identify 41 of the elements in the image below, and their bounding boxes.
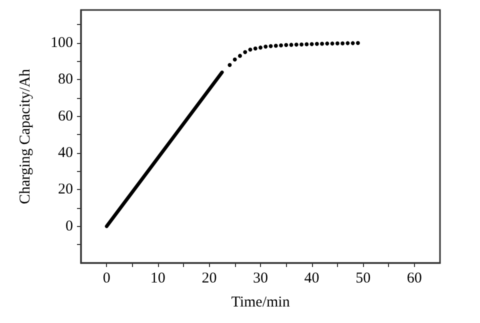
x-tick-label: 50 (356, 270, 371, 286)
point (274, 44, 278, 48)
point (258, 46, 262, 50)
point (320, 42, 324, 46)
x-tick-label: 40 (304, 270, 320, 286)
point (232, 58, 237, 62)
point (279, 43, 284, 48)
point (289, 42, 294, 47)
y-tick-label: 100 (50, 35, 73, 51)
point (243, 50, 248, 54)
x-tick-label: 0 (102, 270, 110, 286)
point (310, 42, 314, 46)
point (346, 41, 350, 46)
point (300, 42, 304, 46)
x-tick-label: 60 (406, 270, 422, 286)
point (335, 41, 340, 46)
point (325, 42, 330, 46)
point (253, 46, 258, 50)
point (264, 44, 268, 49)
y-tick-label: 0 (66, 218, 73, 234)
point (356, 41, 360, 45)
point (340, 41, 345, 46)
point (238, 54, 242, 58)
point (268, 44, 273, 48)
point (330, 42, 334, 46)
point (284, 43, 288, 48)
point (314, 42, 319, 46)
y-axis-title: Charging Capacity/Ah (18, 68, 34, 204)
point (304, 42, 309, 46)
point (248, 48, 252, 52)
x-tick-label: 20 (202, 270, 217, 286)
x-tick-label: 10 (150, 270, 166, 286)
y-tick-label: 80 (58, 72, 73, 88)
y-tick-label: 40 (58, 145, 73, 161)
x-tick-label: 30 (253, 270, 268, 286)
point (350, 41, 355, 46)
y-tick-label: 60 (58, 108, 73, 124)
point (294, 42, 298, 47)
x-axis-title: Time/min (231, 294, 290, 310)
point (228, 63, 232, 67)
y-tick-label: 20 (58, 182, 73, 198)
